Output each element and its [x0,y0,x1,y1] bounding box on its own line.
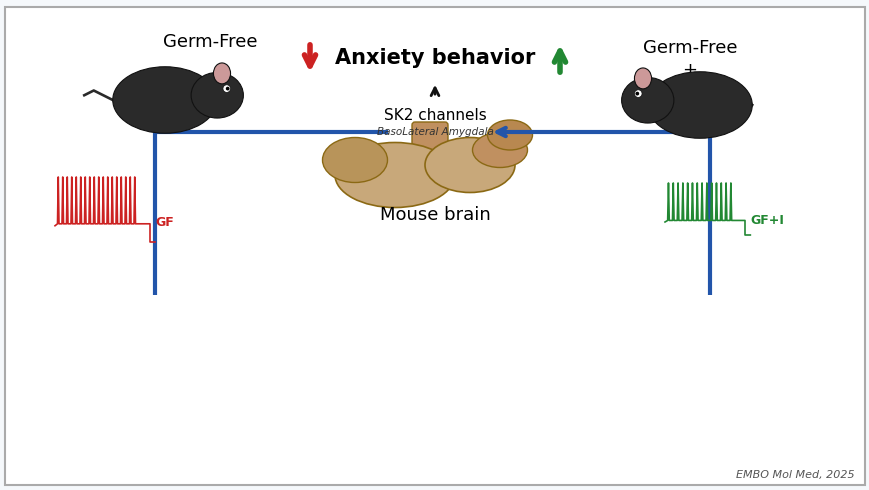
Ellipse shape [425,138,514,193]
Ellipse shape [472,132,527,168]
Ellipse shape [634,68,651,89]
Text: GF+I: GF+I [749,214,783,226]
Ellipse shape [335,143,454,207]
Ellipse shape [647,72,752,138]
FancyBboxPatch shape [5,7,864,485]
Text: Germ-Free: Germ-Free [163,33,257,51]
Text: EMBO Mol Med, 2025: EMBO Mol Med, 2025 [735,470,854,480]
Text: Mouse brain: Mouse brain [379,206,490,224]
Text: GF: GF [155,216,174,228]
Text: Germ-Free
+
Indole: Germ-Free + Indole [642,39,736,101]
Ellipse shape [487,120,532,150]
Circle shape [634,92,639,96]
Circle shape [222,85,230,93]
Circle shape [226,87,229,91]
Text: Anxiety behavior: Anxiety behavior [335,48,534,68]
Text: BasoLateral Amygdala: BasoLateral Amygdala [376,127,493,137]
Text: SK2 channels: SK2 channels [383,107,486,122]
Ellipse shape [213,63,230,84]
FancyBboxPatch shape [412,122,448,153]
Circle shape [634,90,641,98]
Ellipse shape [322,138,387,182]
Ellipse shape [113,67,217,133]
Ellipse shape [191,73,243,118]
Ellipse shape [621,77,673,123]
